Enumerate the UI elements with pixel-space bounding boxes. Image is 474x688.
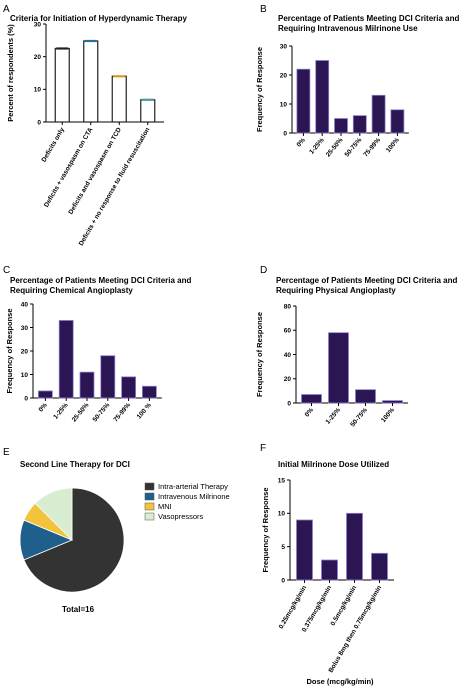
chart-title-C: Percentage of Patients Meeting DCI Crite… xyxy=(10,276,191,285)
x-tick-label-C-3: 50-75% xyxy=(92,402,112,424)
y-tick-label-C-3: 30 xyxy=(21,325,29,332)
legend-swatch-1 xyxy=(145,493,154,500)
bar-B-3 xyxy=(353,116,366,133)
panel-letter-D: D xyxy=(260,265,267,276)
y-tick-label-C-1: 10 xyxy=(21,372,29,379)
bar-D-0 xyxy=(302,395,322,403)
y-tick-label-C-0: 0 xyxy=(24,395,28,402)
bar-D-1 xyxy=(329,333,349,403)
y-tick-label-C-2: 20 xyxy=(21,348,29,355)
bar-F-3 xyxy=(372,553,388,580)
bar-F-0 xyxy=(297,520,313,580)
x-tick-label-C-1: 1-25% xyxy=(52,402,70,421)
legend-swatch-0 xyxy=(145,483,154,490)
y-tick-label-A-0: 0 xyxy=(37,119,41,126)
bar-D-3 xyxy=(383,401,403,403)
bar-A-0 xyxy=(55,49,69,123)
chart-title-F: Initial Milrinone Dose Utilized xyxy=(278,460,389,469)
bar-C-4 xyxy=(122,377,136,398)
legend-label-0: Intra-arterial Therapy xyxy=(158,482,228,491)
panel-letter-E: E xyxy=(3,447,10,458)
y-axis-label-A: Percent of respondents (%) xyxy=(6,24,15,122)
y-tick-label-B-3: 30 xyxy=(280,43,288,50)
y-axis-label-C: Frequency of Response xyxy=(5,308,14,393)
chart-title-E: Second Line Therapy for DCI xyxy=(20,460,130,469)
bar-F-2 xyxy=(347,513,363,580)
bar-C-3 xyxy=(101,356,115,398)
y-tick-label-A-1: 10 xyxy=(34,87,42,94)
pie-total-label: Total=16 xyxy=(62,605,95,614)
bar-C-2 xyxy=(80,372,94,398)
panel-letter-F: F xyxy=(260,443,266,454)
x-tick-label-B-2: 25-50% xyxy=(325,137,345,159)
x-tick-label-B-0: 0% xyxy=(296,137,308,149)
bar-F-1 xyxy=(322,560,338,580)
legend-label-1: Intravenous Milrinone xyxy=(158,492,230,501)
y-tick-label-B-1: 10 xyxy=(280,101,288,108)
bar-A-2 xyxy=(112,76,126,122)
legend-label-2: MNI xyxy=(158,502,172,511)
panel-letter-B: B xyxy=(260,4,267,15)
y-tick-label-D-3: 60 xyxy=(284,328,292,335)
y-tick-label-F-2: 10 xyxy=(278,511,286,518)
bar-D-2 xyxy=(356,390,376,403)
y-tick-label-B-0: 0 xyxy=(283,130,287,137)
bar-C-5 xyxy=(142,386,156,398)
y-tick-label-D-2: 40 xyxy=(284,352,292,359)
x-tick-label-B-5: 100% xyxy=(385,137,401,154)
chart-subtitle-C: Requiring Chemical Angioplasty xyxy=(10,286,133,295)
y-tick-label-B-2: 20 xyxy=(280,72,288,79)
x-tick-label-C-2: 25-50% xyxy=(71,402,91,424)
y-tick-label-D-4: 80 xyxy=(284,303,292,310)
x-tick-label-F-3: Bolus 8mg then 0.75mcg/kg/min xyxy=(328,584,384,674)
bar-C-0 xyxy=(38,391,52,398)
bar-A-1 xyxy=(84,41,98,122)
y-tick-label-A-3: 30 xyxy=(34,21,42,28)
x-tick-label-A-0: Deficits only xyxy=(41,126,67,163)
bar-B-2 xyxy=(335,119,348,134)
chart-title-D: Percentage of Patients Meeting DCI Crite… xyxy=(276,276,457,285)
bar-B-5 xyxy=(391,110,404,133)
bar-A-3 xyxy=(141,100,155,122)
x-tick-label-D-1: 1-25% xyxy=(325,407,343,426)
panel-letter-A: A xyxy=(3,4,10,15)
x-axis-label-F: Dose (mcg/kg/min) xyxy=(306,677,374,686)
x-tick-label-D-2: 50-75% xyxy=(349,407,369,429)
x-tick-label-C-5: 100 % xyxy=(136,402,153,421)
y-tick-label-F-1: 5 xyxy=(281,544,285,551)
y-tick-label-A-2: 20 xyxy=(34,54,42,61)
y-tick-label-C-4: 40 xyxy=(21,301,29,308)
x-tick-label-F-2: 0.5mcg/kg/min xyxy=(330,584,359,627)
bar-B-4 xyxy=(372,95,385,133)
x-tick-label-D-3: 100% xyxy=(380,407,396,424)
bar-B-1 xyxy=(316,61,329,134)
legend-swatch-2 xyxy=(145,503,154,510)
x-tick-label-D-0: 0% xyxy=(304,407,316,419)
x-tick-label-A-2: Deficits and vasospasm on TCD xyxy=(67,126,123,215)
y-tick-label-D-1: 20 xyxy=(284,376,292,383)
y-axis-label-D: Frequency of Response xyxy=(255,312,264,397)
chart-title-B: Percentage of Patients Meeting DCI Crite… xyxy=(278,14,459,23)
x-tick-label-C-4: 75-99% xyxy=(112,402,132,424)
y-axis-label-B: Frequency of Response xyxy=(255,47,264,132)
chart-subtitle-D: Requiring Physical Angioplasty xyxy=(276,286,396,295)
bar-B-0 xyxy=(297,69,310,133)
y-tick-label-F-3: 15 xyxy=(278,477,286,484)
x-tick-label-B-3: 50-75% xyxy=(344,137,364,159)
x-tick-label-B-1: 1-25% xyxy=(308,137,326,156)
x-tick-label-B-4: 75-99% xyxy=(362,137,382,159)
x-tick-label-A-1: Deficits + vasospasm on CTA xyxy=(43,126,95,208)
x-tick-label-C-0: 0% xyxy=(38,402,50,414)
y-tick-label-F-0: 0 xyxy=(281,577,285,584)
y-tick-label-D-0: 0 xyxy=(287,400,291,407)
legend-swatch-3 xyxy=(145,513,154,520)
y-axis-label-F: Frequency of Response xyxy=(261,487,270,572)
bar-C-1 xyxy=(59,320,73,398)
chart-subtitle-B: Requiring Intravenous Milrinone Use xyxy=(278,24,418,33)
legend-label-3: Vasopressors xyxy=(158,512,204,521)
panel-letter-C: C xyxy=(3,265,10,276)
